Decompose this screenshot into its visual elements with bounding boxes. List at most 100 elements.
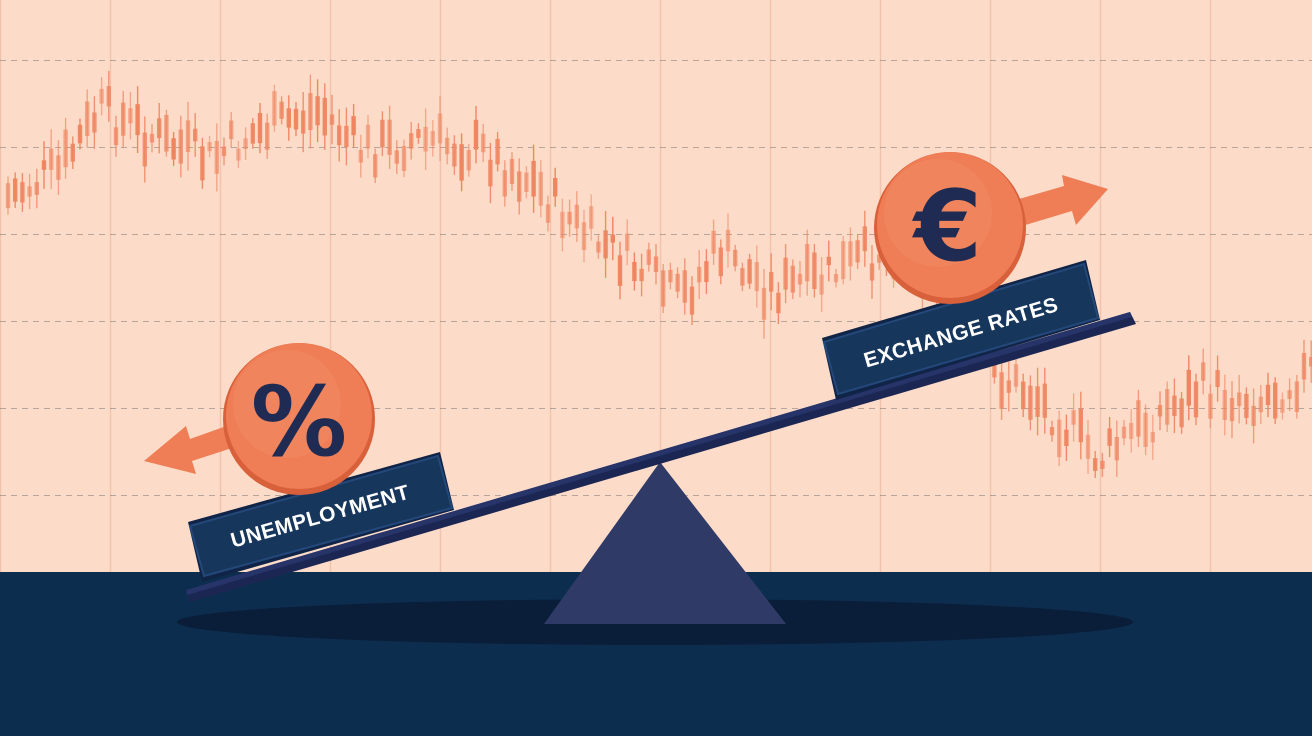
candlestick xyxy=(754,245,759,308)
candlestick xyxy=(610,216,615,261)
candlestick xyxy=(1229,381,1235,439)
candlestick xyxy=(1157,391,1163,431)
candlestick xyxy=(1208,384,1213,429)
candlestick xyxy=(380,111,385,156)
candlestick xyxy=(293,101,299,137)
candlestick xyxy=(711,219,716,266)
candlestick xyxy=(1114,420,1119,477)
euro-coin: € xyxy=(874,152,1026,304)
candlestick xyxy=(329,94,335,145)
arrow-left-down-icon xyxy=(144,424,232,474)
unemployment-block: UNEMPLOYMENT xyxy=(188,452,454,582)
candlestick xyxy=(524,166,529,199)
candlestick xyxy=(862,210,867,267)
candlestick xyxy=(481,123,486,163)
candlestick xyxy=(466,143,471,177)
candlestick xyxy=(819,256,824,313)
candlestick xyxy=(1287,378,1292,412)
candlestick xyxy=(1186,355,1191,421)
percent-symbol: % xyxy=(251,366,347,478)
candlestick xyxy=(1093,451,1098,478)
arrow-right-up-icon xyxy=(1012,175,1108,226)
candlestick xyxy=(1143,404,1148,456)
candlestick xyxy=(574,191,579,242)
candlestick xyxy=(142,116,147,183)
candlestick xyxy=(625,219,630,266)
candlestick xyxy=(697,250,702,300)
candlestick xyxy=(1172,378,1177,433)
candlestick xyxy=(243,127,248,160)
candlestick xyxy=(1273,377,1278,425)
candlestick xyxy=(171,131,176,166)
candlestick xyxy=(1035,367,1040,436)
candlestick xyxy=(776,282,781,324)
candlestick xyxy=(668,262,673,290)
candlestick xyxy=(92,96,97,149)
candlestick xyxy=(1258,384,1263,424)
candlestick xyxy=(430,120,435,157)
candlestick xyxy=(733,244,738,272)
candlestick xyxy=(603,210,608,278)
candlestick xyxy=(423,108,428,170)
candlestick xyxy=(646,242,651,272)
euro-symbol: € xyxy=(912,170,982,284)
candlestick xyxy=(805,229,810,296)
candlestick xyxy=(1244,387,1249,425)
candlestick xyxy=(581,209,587,263)
candlestick xyxy=(416,123,421,144)
candlestick xyxy=(207,135,212,158)
candlestick xyxy=(1121,419,1127,446)
candlestick xyxy=(1237,374,1242,424)
candlestick xyxy=(747,253,752,289)
candlestick xyxy=(1193,373,1199,426)
candlestick xyxy=(1179,392,1184,434)
candlestick-pattern xyxy=(5,70,1312,478)
candlestick xyxy=(1042,367,1047,434)
candlestick xyxy=(790,259,795,300)
candlestick xyxy=(1078,391,1083,460)
candlestick xyxy=(509,152,515,191)
candlestick xyxy=(502,160,507,207)
candlestick xyxy=(437,95,443,162)
candlestick xyxy=(178,115,183,178)
candlestick xyxy=(257,102,263,154)
candlestick xyxy=(1085,419,1091,475)
candlestick xyxy=(632,252,637,291)
candlestick xyxy=(812,243,817,298)
candlestick xyxy=(1301,339,1307,393)
candlestick xyxy=(106,70,111,122)
candlestick xyxy=(279,96,284,125)
candlestick xyxy=(1222,374,1227,436)
candlestick xyxy=(538,160,543,218)
candlestick xyxy=(1057,410,1062,467)
candlestick xyxy=(351,104,356,148)
candlestick xyxy=(236,141,241,169)
candlestick xyxy=(409,122,414,160)
candlestick xyxy=(675,267,680,299)
candlestick xyxy=(85,89,90,149)
candlestick xyxy=(653,243,659,285)
candlestick xyxy=(265,113,270,159)
candlestick xyxy=(848,227,853,281)
candlestick xyxy=(214,123,219,192)
candlestick xyxy=(56,140,61,195)
candlestick xyxy=(617,241,623,300)
candlestick xyxy=(531,144,536,213)
candlestick xyxy=(1071,393,1076,442)
candlestick xyxy=(833,268,839,288)
candlestick xyxy=(200,137,205,189)
candlestick xyxy=(1309,340,1312,383)
candlestick xyxy=(1064,414,1069,461)
candlestick xyxy=(553,167,558,207)
candlestick xyxy=(661,264,666,314)
candlestick xyxy=(41,141,47,189)
candlestick xyxy=(1013,358,1019,393)
candlestick xyxy=(725,213,731,268)
candlestick xyxy=(27,173,32,210)
candlestick xyxy=(718,239,723,285)
candlestick xyxy=(596,235,601,259)
candlestick xyxy=(567,199,572,237)
candlestick xyxy=(459,133,464,192)
candlestick xyxy=(1049,420,1055,442)
